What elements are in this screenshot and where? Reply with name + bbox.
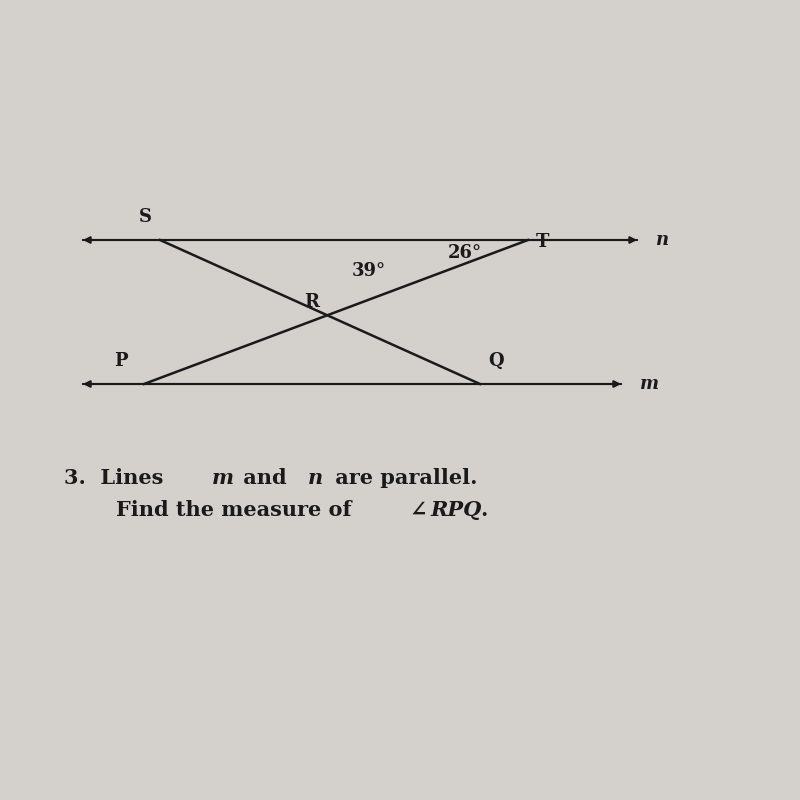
Text: Find the measure of: Find the measure of bbox=[116, 500, 358, 520]
Text: are parallel.: are parallel. bbox=[328, 468, 478, 488]
Text: Q: Q bbox=[488, 351, 504, 370]
Text: 39°: 39° bbox=[351, 262, 386, 280]
Text: n: n bbox=[308, 468, 323, 488]
Text: m: m bbox=[212, 468, 234, 488]
Text: S: S bbox=[139, 208, 152, 226]
Text: 26°: 26° bbox=[448, 244, 482, 262]
Text: P: P bbox=[114, 351, 128, 370]
Text: ∠: ∠ bbox=[410, 500, 427, 520]
Text: 3.  Lines: 3. Lines bbox=[64, 468, 170, 488]
Text: R: R bbox=[304, 294, 319, 311]
Text: and: and bbox=[236, 468, 294, 488]
Text: n: n bbox=[656, 231, 669, 249]
Text: m: m bbox=[640, 375, 659, 393]
Text: T: T bbox=[536, 233, 550, 251]
Text: RPQ: RPQ bbox=[430, 500, 482, 520]
Text: .: . bbox=[480, 500, 487, 520]
